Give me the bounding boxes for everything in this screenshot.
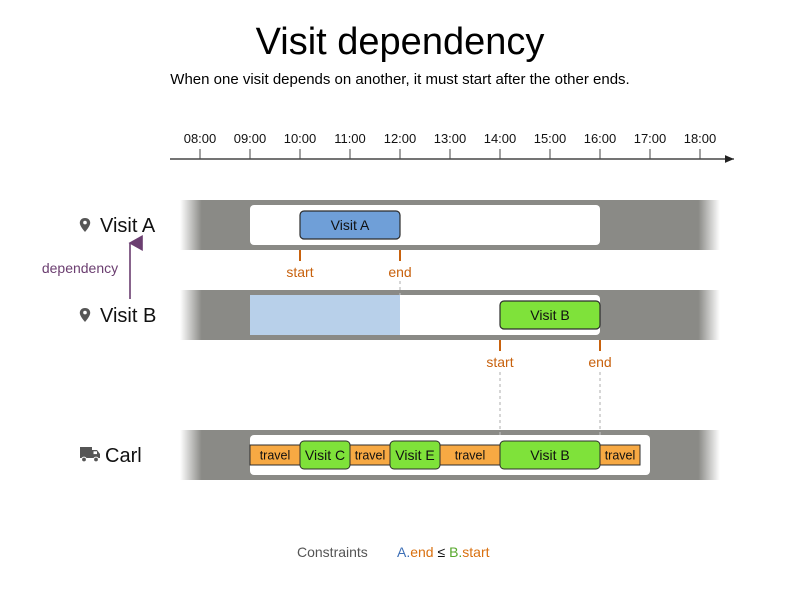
carl-label: Carl — [105, 445, 142, 467]
constraint-leq: ≤ — [434, 544, 449, 560]
constraint-b: B — [449, 544, 458, 560]
visit-a-end-label: end — [388, 264, 411, 280]
visit-b-bar[interactable] — [499, 300, 601, 330]
visit-b-label: Visit B — [100, 305, 156, 327]
row-carl: travel Visit C travel Visit E travel Visit B t… — [180, 430, 720, 480]
timeline-axis: 08:00 09:00 10:00 11:00 12:00 13:00 14:00 15:00… — [170, 131, 734, 163]
visit-a-label: Visit A — [100, 215, 156, 237]
visit-a-start-label: start — [286, 264, 313, 280]
visit-b-bar-label: Visit B — [530, 307, 569, 323]
markers: start end start end — [286, 250, 612, 435]
page-subtitle: When one visit depends on another, it mu… — [170, 71, 629, 88]
map-pin-icon — [79, 218, 91, 232]
tick-label: 17:00 — [634, 131, 667, 146]
row-label-visit-a: Visit A — [79, 215, 156, 237]
dependency-indicator: dependency — [42, 235, 143, 299]
route-segments: travel Visit C travel Visit E travel Visit B t… — [249, 440, 641, 470]
travel-segment[interactable] — [599, 444, 641, 466]
visit-segment-label: Visit E — [395, 447, 434, 463]
constraint-dot: . — [406, 544, 410, 560]
tick-label: 15:00 — [534, 131, 567, 146]
row-visit-a: Visit A — [180, 200, 720, 250]
page-title: Visit dependency — [256, 21, 545, 63]
dependency-label: dependency — [42, 260, 118, 276]
visit-segment-label: Visit B — [530, 447, 569, 463]
travel-segment-label: travel — [355, 449, 386, 463]
tick-label: 09:00 — [234, 131, 267, 146]
visit-a-bar-label: Visit A — [331, 217, 370, 233]
travel-segment-label: travel — [455, 449, 486, 463]
constraints-footer: Constraints A.end ≤ B.start — [297, 544, 490, 560]
blocked-window — [250, 295, 400, 335]
tick-label: 18:00 — [684, 131, 717, 146]
visit-segment-label: Visit C — [305, 447, 345, 463]
constraint-dot: . — [458, 544, 462, 560]
tick-group: 08:00 09:00 10:00 11:00 12:00 13:00 14:00 15:00… — [184, 131, 717, 159]
row-label-carl: Carl — [80, 445, 142, 467]
row-visit-b: Visit B — [180, 290, 720, 340]
constraint-a: A — [397, 544, 407, 560]
visit-b-start-label: start — [486, 354, 513, 370]
constraint-start: start — [462, 544, 489, 560]
constraints-label: Constraints — [297, 544, 368, 560]
visit-a-bar[interactable] — [299, 210, 401, 240]
visit-b-end-label: end — [588, 354, 611, 370]
tick-label: 10:00 — [284, 131, 317, 146]
tick-label: 12:00 — [384, 131, 417, 146]
travel-segment-label: travel — [605, 449, 636, 463]
tick-label: 16:00 — [584, 131, 617, 146]
constraint-formula: A.end ≤ B.start — [397, 544, 490, 560]
truck-icon — [80, 447, 100, 463]
tick-label: 08:00 — [184, 131, 217, 146]
row-label-visit-b: Visit B — [79, 305, 156, 327]
constraint-end: end — [410, 544, 433, 560]
tick-label: 11:00 — [334, 131, 366, 146]
map-pin-icon — [79, 308, 91, 322]
tick-label: 13:00 — [434, 131, 467, 146]
travel-segment-label: travel — [260, 449, 291, 463]
tick-label: 14:00 — [484, 131, 517, 146]
